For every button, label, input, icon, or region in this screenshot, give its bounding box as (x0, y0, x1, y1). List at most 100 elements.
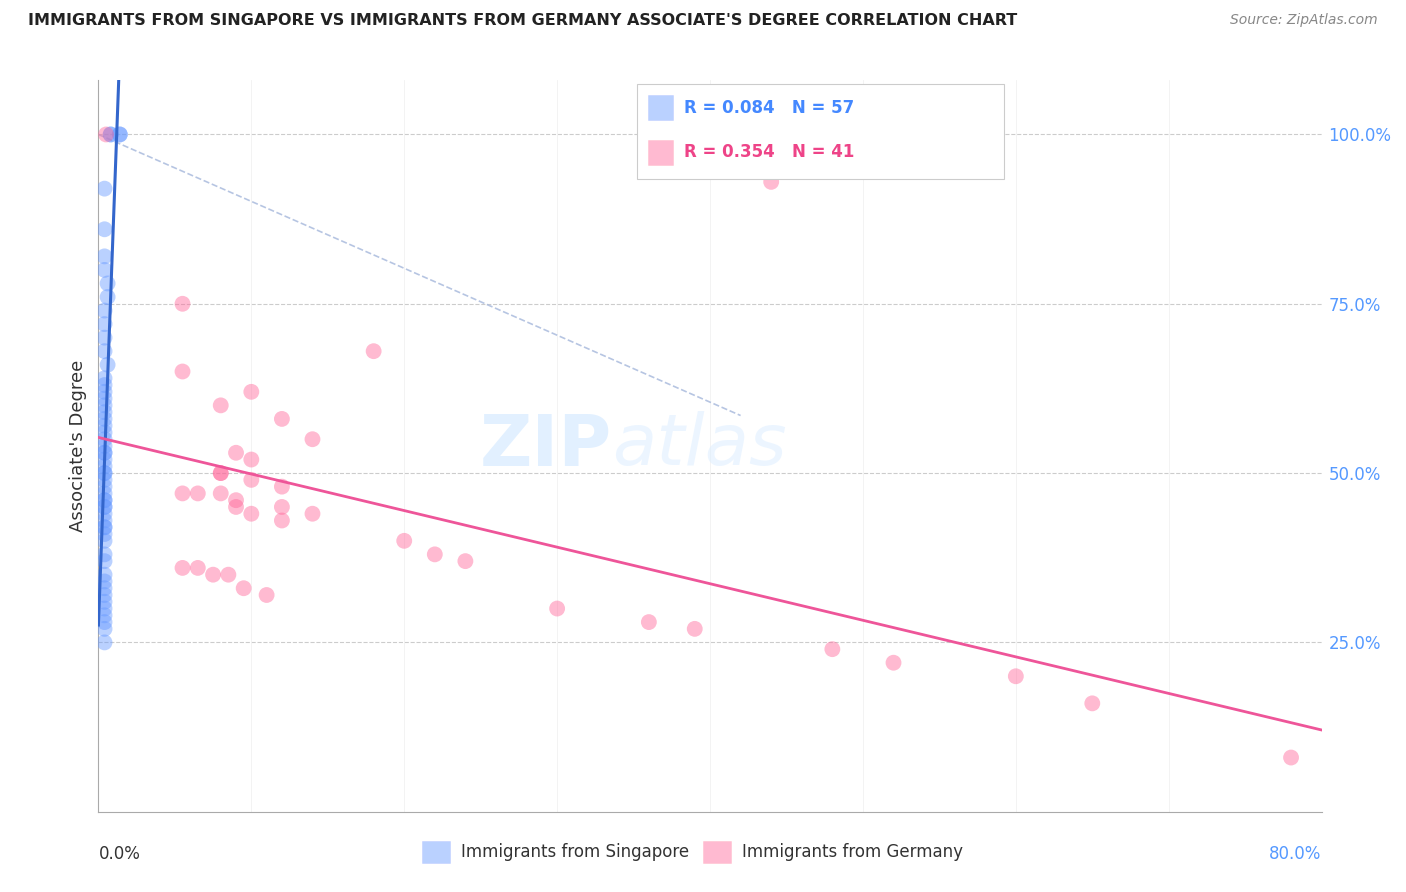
Point (100, 128, 122, 142)
Point (93, 412, 115, 426)
Point (240, 507, 263, 521)
Text: 80.0%: 80.0% (1270, 845, 1322, 863)
Point (423, 547, 446, 561)
Point (209, 486, 232, 500)
Point (93, 567, 115, 582)
Point (93, 405, 115, 419)
Point (93, 303, 115, 318)
Point (93, 581, 115, 595)
Point (93, 615, 115, 629)
Point (93, 263, 115, 277)
Text: 0.0%: 0.0% (98, 845, 141, 863)
Point (759, 175, 782, 189)
Point (97, 277, 120, 291)
Point (93, 520, 115, 534)
Point (172, 364, 194, 378)
Point (93, 418, 115, 433)
Point (93, 595, 115, 609)
Point (93, 554, 115, 568)
Point (93, 547, 115, 561)
Point (93, 514, 115, 528)
Point (240, 473, 263, 487)
Text: ZIP: ZIP (479, 411, 612, 481)
Point (1081, 697, 1104, 711)
Point (270, 480, 292, 494)
Point (546, 601, 568, 615)
Text: Immigrants from Germany: Immigrants from Germany (742, 843, 963, 862)
Point (93, 608, 115, 623)
Point (454, 554, 477, 568)
Point (93, 384, 115, 399)
Point (93, 181, 115, 195)
Text: IMMIGRANTS FROM SINGAPORE VS IMMIGRANTS FROM GERMANY ASSOCIATE'S DEGREE CORRELAT: IMMIGRANTS FROM SINGAPORE VS IMMIGRANTS … (28, 13, 1018, 29)
Point (93, 493, 115, 508)
Point (93, 439, 115, 453)
Point (187, 486, 209, 500)
Point (93, 588, 115, 602)
Point (93, 392, 115, 406)
Point (883, 656, 905, 670)
Point (94, 128, 117, 142)
Point (93, 452, 115, 467)
Text: Source: ZipAtlas.com: Source: ZipAtlas.com (1230, 13, 1378, 28)
Point (270, 412, 292, 426)
Point (93, 507, 115, 521)
Point (93, 466, 115, 480)
Text: R = 0.354   N = 41: R = 0.354 N = 41 (685, 144, 855, 161)
Point (187, 561, 209, 575)
Point (93, 371, 115, 385)
Point (93, 446, 115, 460)
Point (97, 290, 120, 304)
Point (93, 378, 115, 392)
Point (232, 581, 254, 595)
Point (93, 446, 115, 460)
Point (93, 466, 115, 480)
Point (97, 358, 120, 372)
Point (209, 398, 232, 412)
Point (93, 500, 115, 514)
Point (93, 425, 115, 440)
Point (108, 128, 131, 142)
Point (392, 533, 416, 548)
Point (93, 527, 115, 541)
Point (202, 567, 225, 582)
Point (93, 520, 115, 534)
Point (93, 493, 115, 508)
Point (108, 128, 131, 142)
Point (256, 588, 278, 602)
Point (93, 398, 115, 412)
Point (209, 466, 232, 480)
Point (270, 514, 292, 528)
Point (93, 344, 115, 359)
Point (93, 331, 115, 345)
Point (301, 507, 323, 521)
Point (301, 432, 323, 446)
Point (217, 567, 239, 582)
Text: Immigrants from Singapore: Immigrants from Singapore (461, 843, 689, 862)
Point (821, 642, 844, 657)
Point (93, 473, 115, 487)
Point (93, 222, 115, 236)
Point (93, 635, 115, 649)
Point (270, 500, 292, 514)
Point (1279, 750, 1302, 764)
Point (172, 486, 194, 500)
Point (172, 297, 194, 311)
Point (1004, 669, 1026, 683)
Point (225, 493, 247, 508)
Point (93, 432, 115, 446)
Point (172, 561, 194, 575)
Point (93, 317, 115, 331)
Point (240, 384, 263, 399)
Point (209, 466, 232, 480)
Point (93, 459, 115, 474)
Point (93, 480, 115, 494)
Point (93, 622, 115, 636)
Point (637, 615, 661, 629)
Point (363, 344, 385, 359)
Point (225, 446, 247, 460)
Point (100, 128, 122, 142)
Y-axis label: Associate's Degree: Associate's Degree (69, 359, 87, 533)
Point (240, 452, 263, 467)
Point (225, 500, 247, 514)
